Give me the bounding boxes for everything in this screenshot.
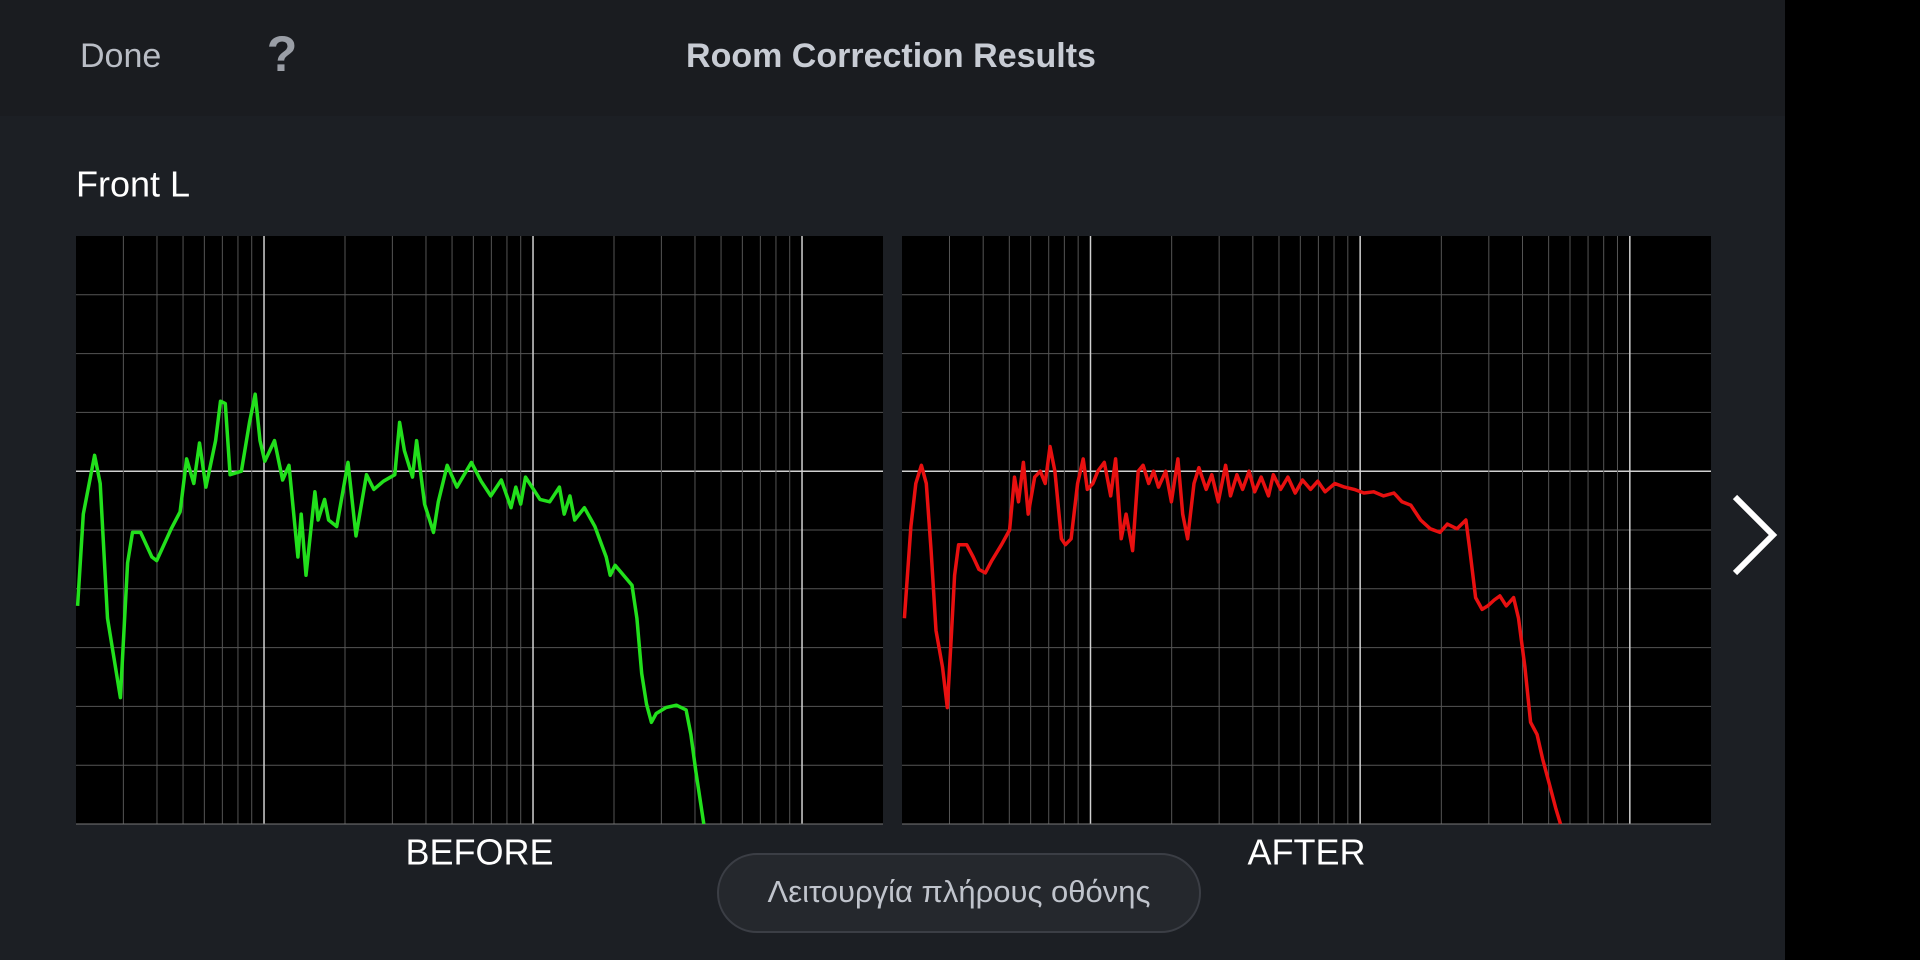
fullscreen-button[interactable] bbox=[717, 853, 1201, 933]
next-arrow[interactable] bbox=[1732, 494, 1778, 576]
top-bar bbox=[0, 0, 1785, 116]
fullscreen-label[interactable]: Λειτουργία πλήρους οθόνης bbox=[768, 874, 1151, 909]
chart-label: BEFORE bbox=[405, 832, 553, 873]
channel-label: Front L bbox=[76, 164, 190, 205]
chart-label: AFTER bbox=[1247, 832, 1365, 873]
title: Room Correction Results bbox=[686, 37, 1096, 75]
response-curve bbox=[902, 444, 1563, 825]
response-curve bbox=[75, 392, 706, 825]
done-button[interactable]: Done bbox=[80, 37, 161, 75]
side-strip bbox=[1785, 0, 1920, 960]
help-button[interactable]: ? bbox=[267, 26, 298, 82]
